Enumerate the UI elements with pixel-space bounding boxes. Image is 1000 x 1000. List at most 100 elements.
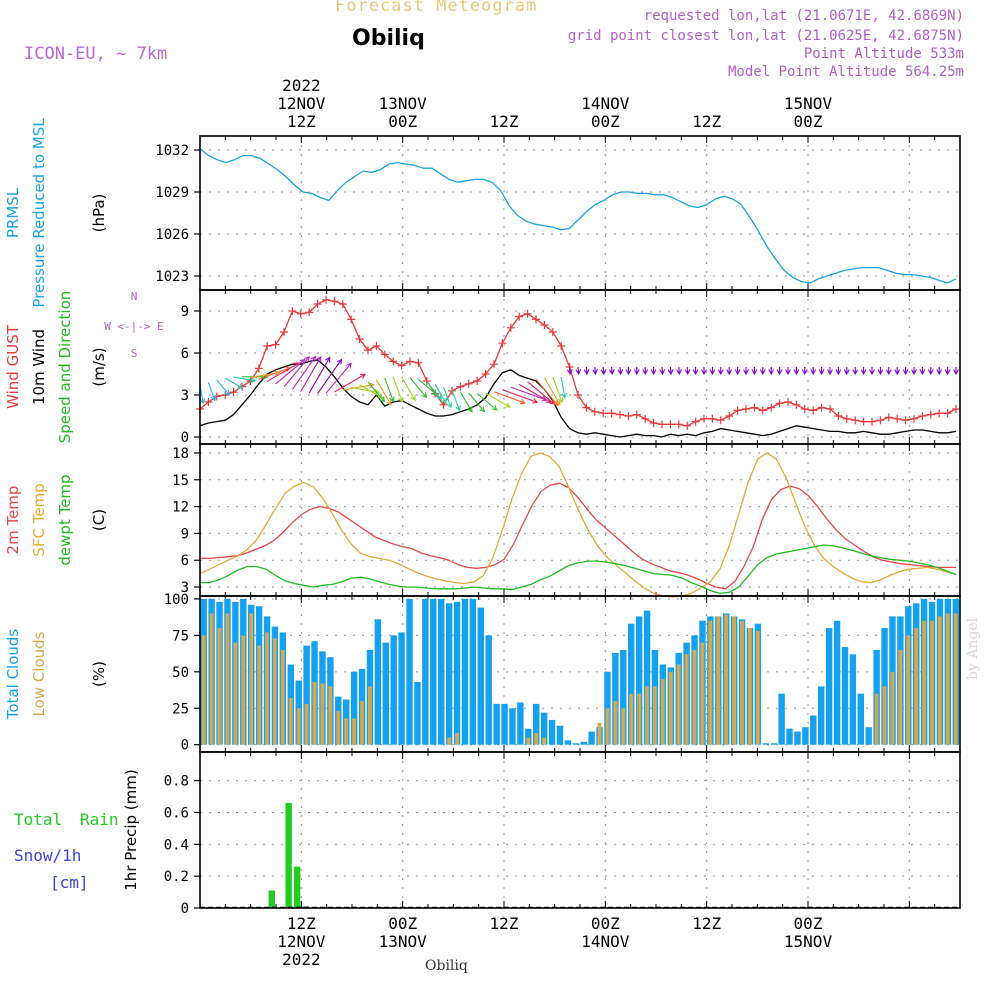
y-tick-label: 3	[181, 388, 189, 404]
gust-point	[926, 410, 935, 419]
gust-point	[784, 398, 792, 406]
wind-arrow-head	[491, 405, 498, 411]
wind-arrow-head	[592, 369, 598, 376]
gust-point	[834, 412, 843, 420]
wind-arrow-head	[575, 369, 582, 376]
gust-point	[582, 403, 591, 412]
wind-arrow-head	[410, 395, 416, 402]
wind-arrow-head	[659, 369, 666, 376]
credit-watermark: by Angel	[965, 617, 981, 680]
gust-point	[716, 416, 725, 425]
panel-frame	[199, 289, 961, 445]
wind-arrow-head	[455, 405, 461, 412]
low-cloud-bar	[597, 722, 602, 745]
wind-arrow-head	[911, 369, 917, 376]
gust-point	[590, 407, 599, 416]
location-title: Obiliq	[352, 26, 425, 51]
wind-arrow-head	[936, 369, 943, 376]
y-tick-label: 0.8	[164, 774, 189, 790]
total-cloud-bar	[374, 619, 382, 745]
time-label-top: 13NOV	[379, 94, 428, 113]
wind-direction-arrow	[291, 356, 316, 390]
wind-direction-arrow	[577, 366, 580, 375]
wind-direction-arrow	[661, 366, 664, 375]
total-cloud-bar	[303, 645, 310, 745]
low-cloud-bar	[265, 632, 269, 745]
gust-point	[792, 400, 801, 409]
wind-direction-arrow	[560, 376, 566, 398]
gust-point	[456, 382, 465, 391]
wind-direction-arrow	[375, 379, 392, 406]
gust-point	[540, 321, 549, 329]
y-tick-label: 100	[164, 592, 189, 608]
wind-arrow-head	[441, 398, 447, 405]
dewpt-line	[200, 544, 957, 594]
y-tick-label: 0	[181, 430, 189, 446]
low-cloud-bar	[621, 708, 626, 745]
wind-direction-arrow	[443, 387, 452, 408]
total-cloud-bar	[643, 610, 651, 745]
panel-temperature: 3 6 9 12 15 18 2m Temp SFC Temp dewpt Temp (C)	[4, 443, 961, 598]
wind-direction-arrow	[266, 362, 300, 382]
wind-direction-arrow	[216, 379, 230, 396]
wind-direction-arrow	[351, 387, 380, 394]
wind-arrow-head	[446, 402, 453, 409]
total-cloud-bar	[509, 708, 516, 745]
low-cloud-bar	[344, 718, 349, 745]
gust-point	[725, 412, 734, 420]
gust-point	[658, 420, 666, 429]
total-cloud-bar	[572, 743, 579, 745]
low-cloud-bar	[241, 635, 246, 745]
gust-point	[338, 300, 347, 308]
time-label-top: 12Z	[692, 112, 721, 131]
low-cloud-bar	[288, 698, 293, 745]
time-label-bottom: 12Z	[692, 914, 721, 933]
wind-arrow-head	[793, 369, 800, 376]
sfc-line	[199, 452, 957, 598]
time-label-bottom: 13NOV	[379, 932, 428, 951]
time-label-top: 15NOV	[784, 94, 833, 113]
wind-direction-arrow	[300, 356, 322, 392]
low-cloud-bar	[740, 620, 744, 745]
gust-point	[674, 420, 683, 429]
low-cloud-bar	[668, 671, 673, 745]
time-label-top: 2022	[282, 76, 321, 95]
wind-arrow-head	[250, 377, 257, 383]
panel-frame	[199, 443, 961, 597]
wind-arrow-head	[379, 396, 386, 403]
wind-arrow-head	[801, 369, 808, 376]
gust-point	[775, 399, 784, 408]
wind-arrow-head	[304, 356, 310, 362]
y-tick-label: 25	[172, 701, 189, 717]
legend-snow: Snow/1h	[14, 846, 81, 865]
wind-arrow-head	[199, 398, 206, 405]
low-cloud-bar	[700, 642, 705, 745]
total-cloud-bar	[422, 598, 429, 745]
wind-direction-arrow	[409, 377, 427, 398]
wind-direction-arrow	[367, 381, 385, 402]
gust-point	[464, 379, 473, 388]
gust-point	[271, 340, 280, 349]
gust-point	[490, 360, 498, 369]
wind-arrow-head	[684, 369, 691, 376]
wind-arrow-head	[953, 369, 959, 376]
gust-point	[641, 414, 650, 423]
wind-arrow-head	[274, 370, 281, 377]
y-axis-title: (C)	[90, 509, 108, 531]
wind-arrow-head	[325, 356, 331, 363]
low-cloud-bar	[542, 737, 546, 745]
gust-point	[691, 417, 700, 426]
y-tick-label: 6	[181, 346, 189, 362]
low-cloud-bar	[716, 616, 721, 745]
low-cloud-bar	[898, 649, 903, 745]
wind-direction-arrow	[552, 376, 563, 403]
low-cloud-bar	[534, 733, 539, 745]
wind-direction-arrow	[527, 381, 555, 405]
wind-direction-arrow	[476, 393, 498, 411]
total-cloud-bar	[540, 712, 548, 745]
panel-pressure: 1023 1026 1029 1032 PRMSL Pressure Reduced to…	[4, 118, 961, 308]
wind-arrow-head	[642, 369, 649, 376]
low-cloud-bar	[209, 613, 214, 745]
total-cloud-bar	[382, 642, 389, 745]
time-label-top: 00Z	[388, 112, 417, 131]
